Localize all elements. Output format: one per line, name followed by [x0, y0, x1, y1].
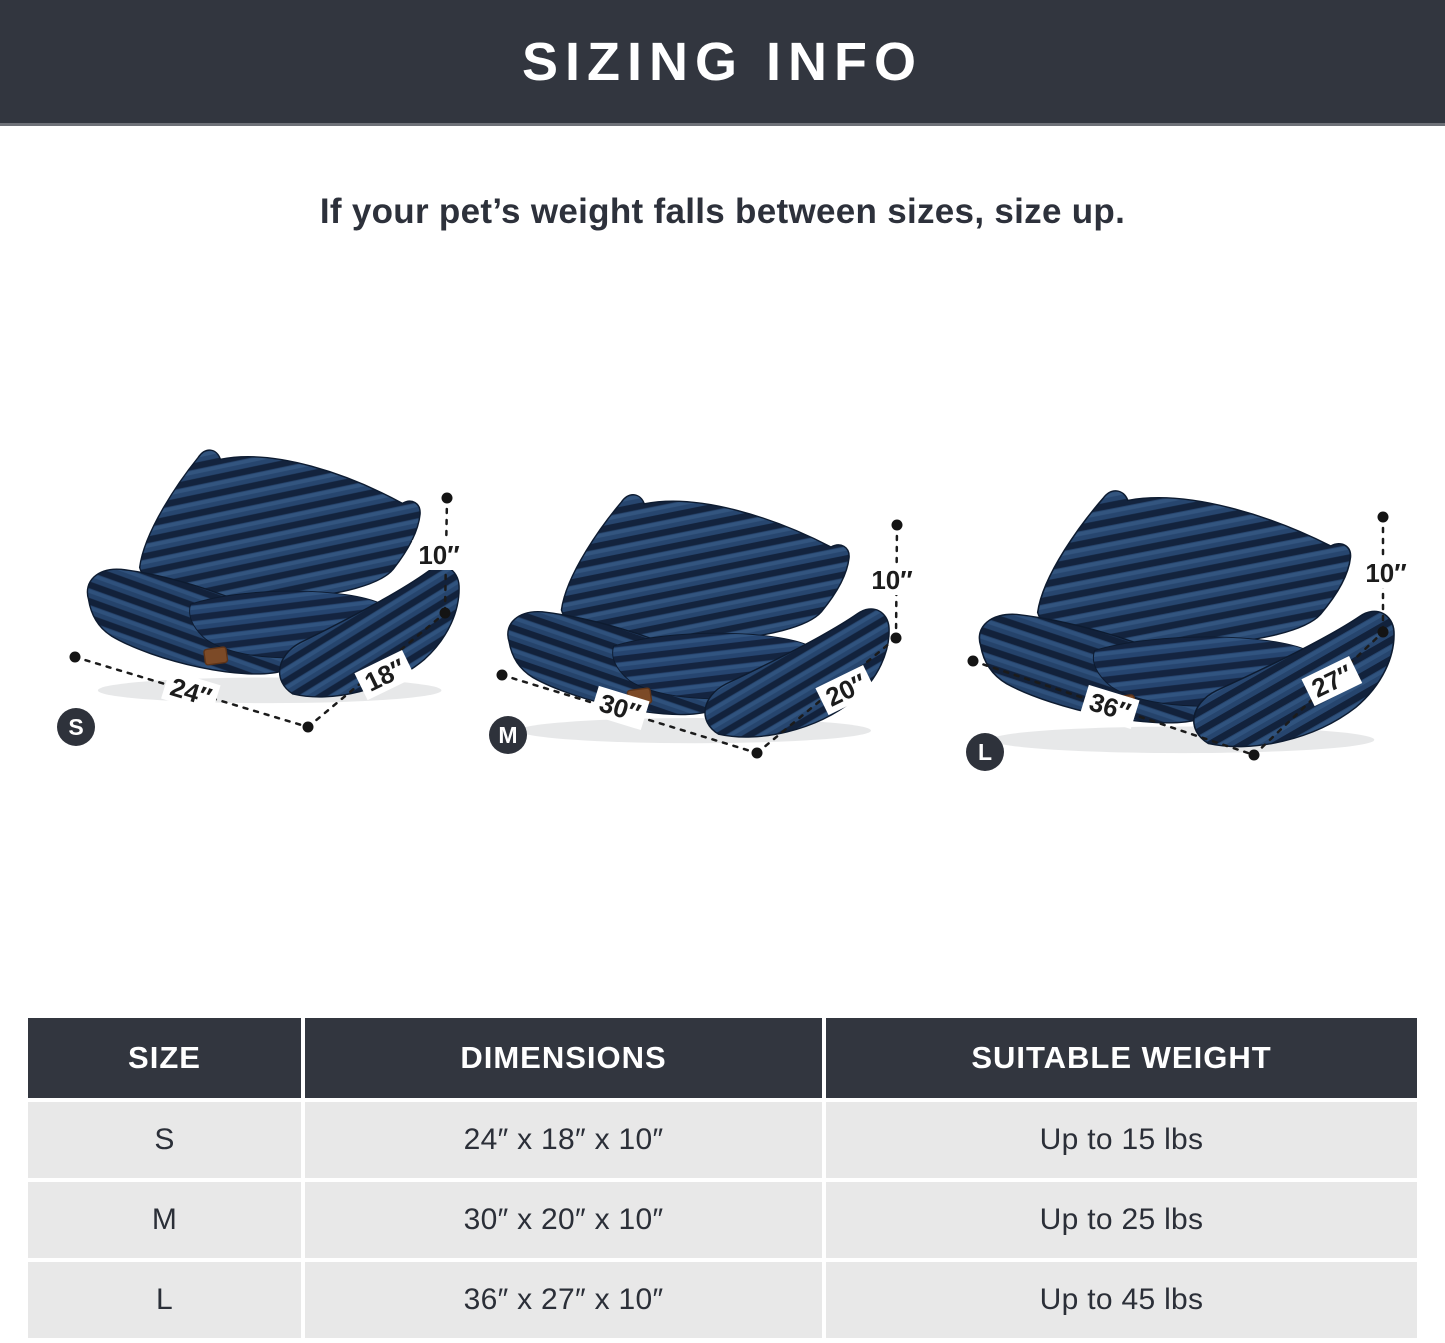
- size-badge-letter: S: [68, 713, 84, 740]
- table-cell-weight: Up to 15 lbs: [826, 1102, 1417, 1178]
- dimension-lines-small: [69, 492, 453, 733]
- height-dimension-label: 10″: [865, 565, 919, 595]
- table-cell-size: M: [28, 1182, 301, 1258]
- size-badge-medium: M: [489, 716, 527, 754]
- size-badge-large: L: [966, 733, 1004, 771]
- bed-figure-large: 36″ 27″ 10″ L: [950, 445, 1425, 785]
- size-badge-letter: M: [498, 721, 518, 748]
- sizing-table: SIZE DIMENSIONS SUITABLE WEIGHT S 24″ x …: [28, 1018, 1417, 1338]
- dimension-lines-large: [967, 511, 1389, 761]
- table-cell-dimensions: 36″ x 27″ x 10″: [305, 1262, 822, 1338]
- bed-figure-medium: 30″ 20″ 10″ M: [480, 450, 930, 780]
- size-badge-small: S: [57, 708, 95, 746]
- size-badge-letter: L: [977, 738, 993, 765]
- dimension-lines-medium: [496, 519, 903, 759]
- height-dimension-label: 10″: [1359, 558, 1413, 588]
- table-cell-dimensions: 24″ x 18″ x 10″: [305, 1102, 822, 1178]
- table-cell-size: L: [28, 1262, 301, 1338]
- column-header-weight: SUITABLE WEIGHT: [826, 1018, 1417, 1098]
- bed-figure-small: 24″ 18″ 10″ S: [55, 425, 475, 755]
- page-title: SIZING INFO: [522, 31, 923, 92]
- table-cell-weight: Up to 45 lbs: [826, 1262, 1417, 1338]
- column-header-dimensions: DIMENSIONS: [305, 1018, 822, 1098]
- table-cell-size: S: [28, 1102, 301, 1178]
- subtitle-text: If your pet’s weight falls between sizes…: [319, 192, 1126, 231]
- height-dimension-label: 10″: [412, 540, 466, 570]
- column-header-size: SIZE: [28, 1018, 301, 1098]
- masthead: SIZING INFO: [0, 0, 1445, 126]
- table-cell-dimensions: 30″ x 20″ x 10″: [305, 1182, 822, 1258]
- table-cell-weight: Up to 25 lbs: [826, 1182, 1417, 1258]
